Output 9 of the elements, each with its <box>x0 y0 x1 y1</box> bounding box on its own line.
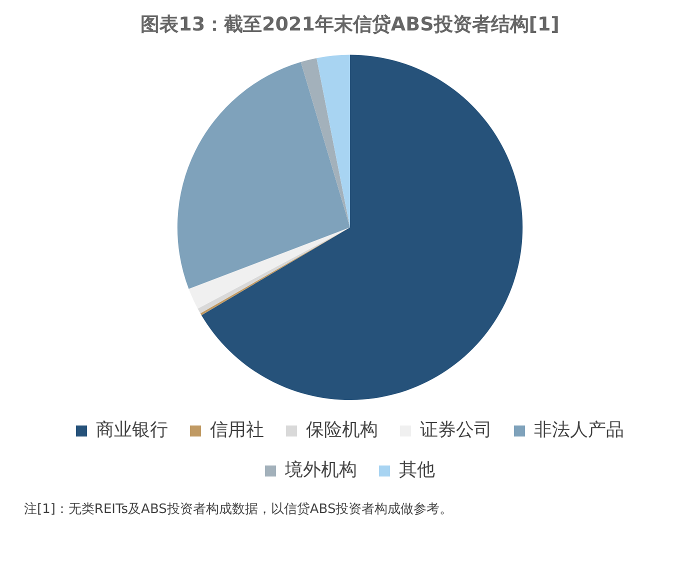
legend-label: 商业银行 <box>96 420 168 441</box>
legend-label: 证券公司 <box>420 420 492 441</box>
legend-label: 信用社 <box>210 420 264 441</box>
legend-label: 非法人产品 <box>534 420 624 441</box>
chart-title: 图表13：截至2021年末信贷ABS投资者结构[1] <box>140 13 560 36</box>
text: 注[1]：无类REITs及ABS投资者构成数据，以信贷ABS投资者构成做参考。 <box>24 501 454 518</box>
legend-label: 境外机构 <box>284 460 357 481</box>
legend-label: 保险机构 <box>306 420 378 441</box>
legend-label: 其他 <box>399 460 435 481</box>
